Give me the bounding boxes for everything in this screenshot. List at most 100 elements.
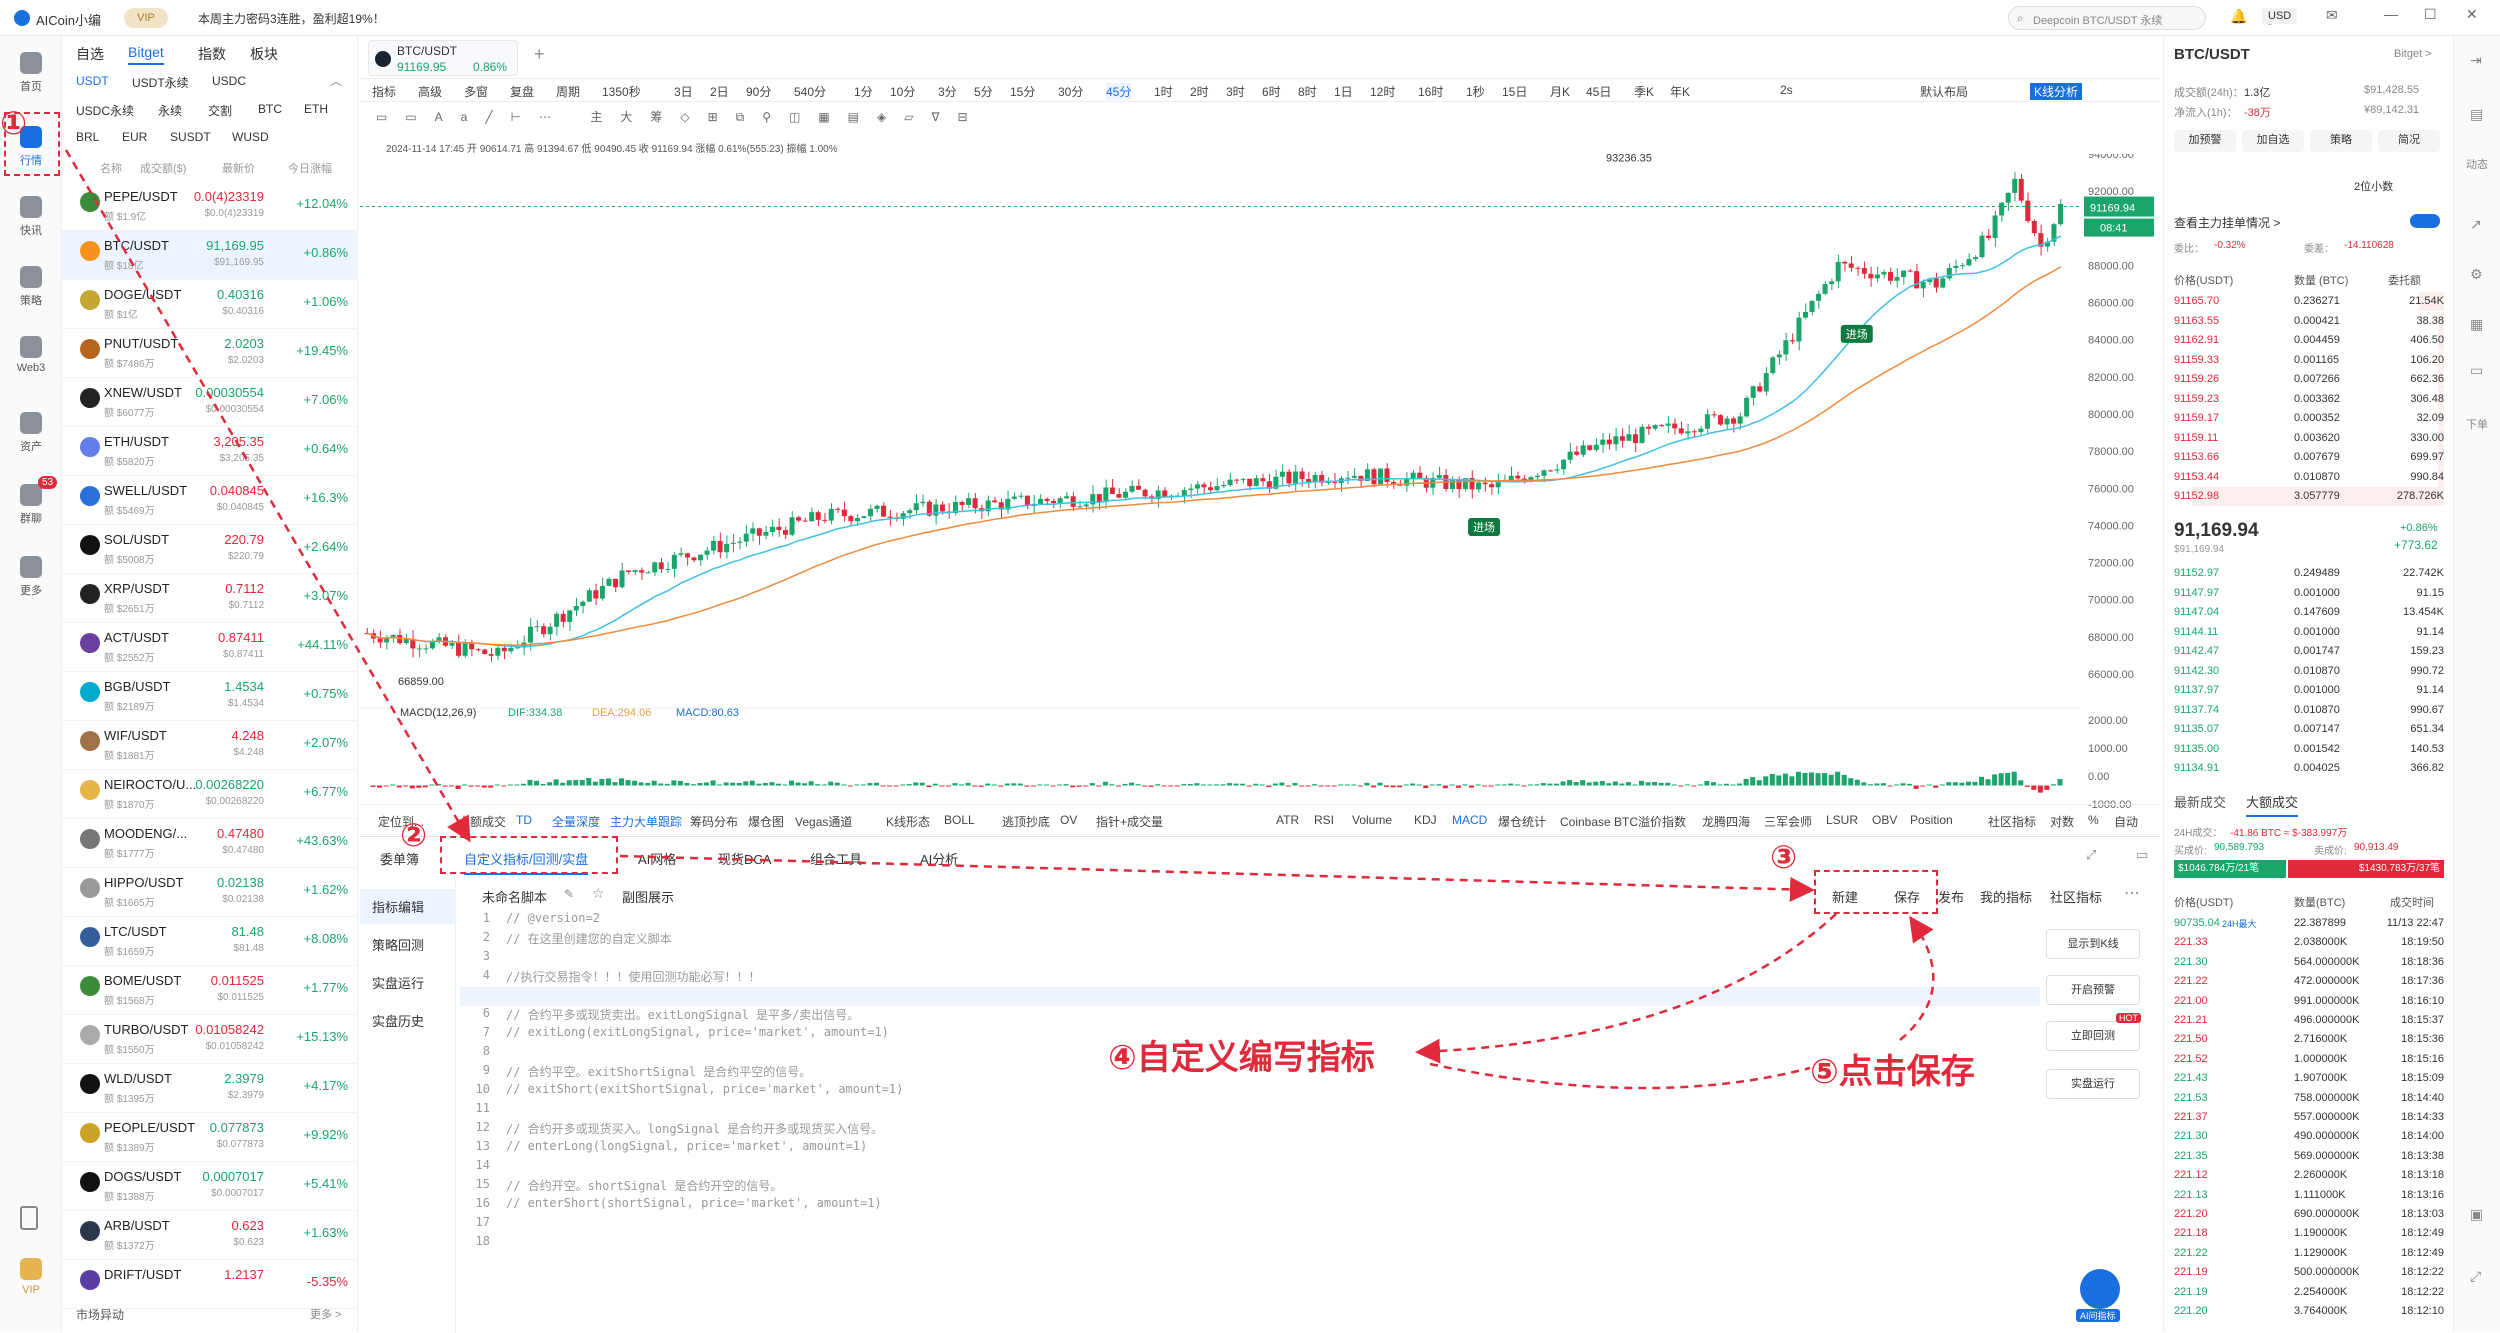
main-order-toggle[interactable]	[2410, 214, 2440, 228]
ask-row[interactable]: 91159.33 0.001165 106.20	[2174, 350, 2444, 370]
market-row[interactable]: TURBO/USDT 额 $1550万 0.01058242 $0.010582…	[62, 1015, 358, 1064]
ai-assistant-icon[interactable]	[2080, 1269, 2120, 1309]
subtab-btc[interactable]: BTC	[258, 102, 282, 116]
indicator-item[interactable]: 筹码分布	[690, 815, 739, 829]
tab-custom-indicator[interactable]: 自定义指标/回测/实盘	[464, 849, 589, 875]
chart-tab[interactable]: BTC/USDT 91169.95 0.86%	[368, 40, 518, 76]
nav-web3[interactable]: Web3	[0, 336, 62, 374]
live-run-button[interactable]: 实盘运行	[2046, 1069, 2140, 1099]
nav-news[interactable]: 快讯	[0, 196, 62, 238]
tab-ai-grid[interactable]: AI网格	[638, 852, 677, 867]
subtab-usdc[interactable]: USDC	[212, 74, 247, 88]
toolbar-item[interactable]: 10分	[890, 85, 916, 99]
trade-row[interactable]: 221.53 758.000000K 18:14:40	[2174, 1089, 2444, 1108]
tab-order-book[interactable]: 委单簿	[380, 852, 420, 867]
toolbar-item[interactable]: 45日	[1586, 85, 1612, 99]
toolbar-item[interactable]: 30分	[1058, 85, 1084, 99]
market-row[interactable]: ARB/USDT 额 $1372万 0.623 $0.623 +1.63%	[62, 1211, 358, 1260]
menu-live-run[interactable]: 实盘运行	[372, 976, 425, 991]
toolbar-item[interactable]: 周期	[556, 85, 581, 99]
toolbar-item[interactable]: 年K	[1670, 85, 1691, 99]
indicator-item[interactable]: 社区指标	[1988, 815, 2037, 829]
subtab-eur[interactable]: EUR	[122, 130, 148, 144]
toolbar-item[interactable]: 90分	[746, 85, 772, 99]
ask-row[interactable]: 91153.44 0.010870 990.84	[2174, 467, 2444, 487]
nav-vip[interactable]: VIP	[0, 1258, 62, 1296]
trade-row[interactable]: 221.35 569.000000K 18:13:38	[2174, 1147, 2444, 1166]
nav-assets[interactable]: 资产	[0, 412, 62, 454]
trade-row[interactable]: 221.22 472.000000K 18:17:36	[2174, 972, 2444, 991]
chevron-up-icon[interactable]: ︿	[330, 74, 343, 88]
my-indicators-button[interactable]: 我的指标	[1980, 890, 2033, 905]
market-row[interactable]: SOL/USDT 额 $5008万 220.79 $220.79 +2.64%	[62, 525, 358, 574]
indicator-item[interactable]: OV	[1060, 813, 1078, 827]
enable-alert-button[interactable]: 开启预警	[2046, 975, 2140, 1005]
ask-row[interactable]: 91165.70 0.236271 21.54K	[2174, 292, 2444, 311]
bid-row[interactable]: 91142.47 0.001747 159.23	[2174, 642, 2444, 661]
toolbar-item[interactable]: 1350秒	[602, 85, 641, 99]
expand-icon[interactable]: ⤢	[2470, 1268, 2482, 1284]
trade-row[interactable]: 221.20 690.000000K 18:13:03	[2174, 1205, 2444, 1224]
toolbar-item[interactable]: 1日	[1334, 85, 1353, 99]
header-name[interactable]: 名称	[100, 163, 122, 175]
indicator-item[interactable]: 全量深度	[552, 815, 601, 829]
toolbar-item[interactable]: 12时	[1370, 85, 1396, 99]
ask-row[interactable]: 91159.23 0.003362 306.48	[2174, 389, 2444, 409]
indicator-item[interactable]: OBV	[1872, 813, 1898, 827]
indicator-item[interactable]: ATR	[1276, 813, 1300, 827]
tab-spot-dca[interactable]: 现货DCA	[718, 852, 772, 867]
market-row[interactable]: XRP/USDT 额 $2651万 0.7112 $0.7112 +3.07%	[62, 574, 358, 623]
indicator-item[interactable]: LSUR	[1826, 813, 1859, 827]
trade-row[interactable]: 221.33 2.038000K 18:19:50	[2174, 933, 2444, 952]
market-row[interactable]: PEPE/USDT 额 $1.9亿 0.0(4)23319 $0.0(4)233…	[62, 182, 358, 231]
indicator-item[interactable]: MACD	[1452, 813, 1488, 827]
code-editor[interactable]: 1 // @version=2 2 // 在这里创建您的自定义脚本 3 4 //执行交易指令…	[460, 911, 2040, 1331]
bid-row[interactable]: 91137.97 0.001000 91.14	[2174, 681, 2444, 700]
market-row[interactable]: HIPPO/USDT 额 $1665万 0.02138 $0.02138 +1.…	[62, 868, 358, 917]
trade-row[interactable]: 221.00 991.000000K 18:16:10	[2174, 992, 2444, 1011]
market-row[interactable]: WIF/USDT 额 $1881万 4.248 $4.248 +2.07%	[62, 721, 358, 770]
robot-icon[interactable]: ⚙	[2470, 266, 2483, 282]
subtab-brl[interactable]: BRL	[76, 130, 100, 144]
toolbar-item[interactable]: 1时	[1154, 85, 1173, 99]
toolbar-item[interactable]: 6时	[1262, 85, 1281, 99]
subtab-delivery[interactable]: 交割	[208, 104, 233, 118]
toolbar-item[interactable]: 8时	[1298, 85, 1317, 99]
ask-row[interactable]: 91159.26 0.007266 662.36	[2174, 370, 2444, 389]
market-tab-favorites[interactable]: 自选	[76, 46, 104, 62]
trade-row[interactable]: 221.50 2.716000K 18:15:36	[2174, 1030, 2444, 1049]
edit-icon[interactable]: ✎	[564, 887, 575, 901]
search-input[interactable]: ⌕ Deepcoin BTC/USDT 永续	[2008, 6, 2206, 30]
market-tab-sector[interactable]: 板块	[250, 46, 278, 62]
trade-row[interactable]: 221.22 1.129000K 18:12:49	[2174, 1244, 2444, 1263]
toolbar-right-item[interactable]: 默认布局	[1920, 85, 1969, 99]
trade-row[interactable]: 221.19 500.000000K 18:12:22	[2174, 1263, 2444, 1282]
ask-row[interactable]: 91162.91 0.004459 406.50	[2174, 331, 2444, 350]
add-tab-icon[interactable]: +	[534, 44, 545, 64]
toolbar-item[interactable]: 5分	[974, 85, 993, 99]
indicator-item[interactable]: 逃顶抄底	[1002, 815, 1051, 829]
header-price[interactable]: 最新价	[222, 163, 255, 175]
indicator-item[interactable]: 龙腾四海	[1702, 815, 1751, 829]
show-on-kline-button[interactable]: 显示到K线	[2046, 929, 2140, 959]
market-row[interactable]: DOGS/USDT 额 $1388万 0.0007017 $0.0007017 …	[62, 1162, 358, 1211]
trade-row[interactable]: 221.21 496.000000K 18:15:37	[2174, 1011, 2444, 1030]
bid-row[interactable]: 91147.04 0.147609 13.454K	[2174, 603, 2444, 622]
bid-row[interactable]: 91142.30 0.010870 990.72	[2174, 662, 2444, 681]
indicator-item[interactable]: Volume	[1352, 813, 1393, 827]
bid-row[interactable]: 91144.11 0.001000 91.14	[2174, 623, 2444, 642]
bid-row[interactable]: 91135.07 0.007147 651.34	[2174, 720, 2444, 739]
collapse-icon[interactable]: ⇥	[2470, 52, 2482, 68]
toolbar-item[interactable]: 指标	[372, 85, 397, 99]
toolbar-right-item[interactable]: 2s	[1780, 83, 1793, 97]
toolbar-item[interactable]: 540分	[794, 85, 827, 99]
menu-strategy-backtest[interactable]: 策略回测	[372, 938, 425, 953]
script-name[interactable]: 未命名脚本	[482, 890, 548, 905]
toolbar-item[interactable]: 季K	[1634, 85, 1655, 99]
subtab-wusd[interactable]: WUSD	[232, 130, 269, 144]
trade-row[interactable]: 221.19 2.254000K 18:12:22	[2174, 1283, 2444, 1302]
toolbar-item[interactable]: 高级	[418, 85, 443, 99]
toolbar-item[interactable]: 15日	[1502, 85, 1528, 99]
wallet-icon[interactable]: ▭	[2470, 362, 2484, 378]
market-row[interactable]: MOODENG/... 额 $1777万 0.47480 $0.47480 +4…	[62, 819, 358, 868]
